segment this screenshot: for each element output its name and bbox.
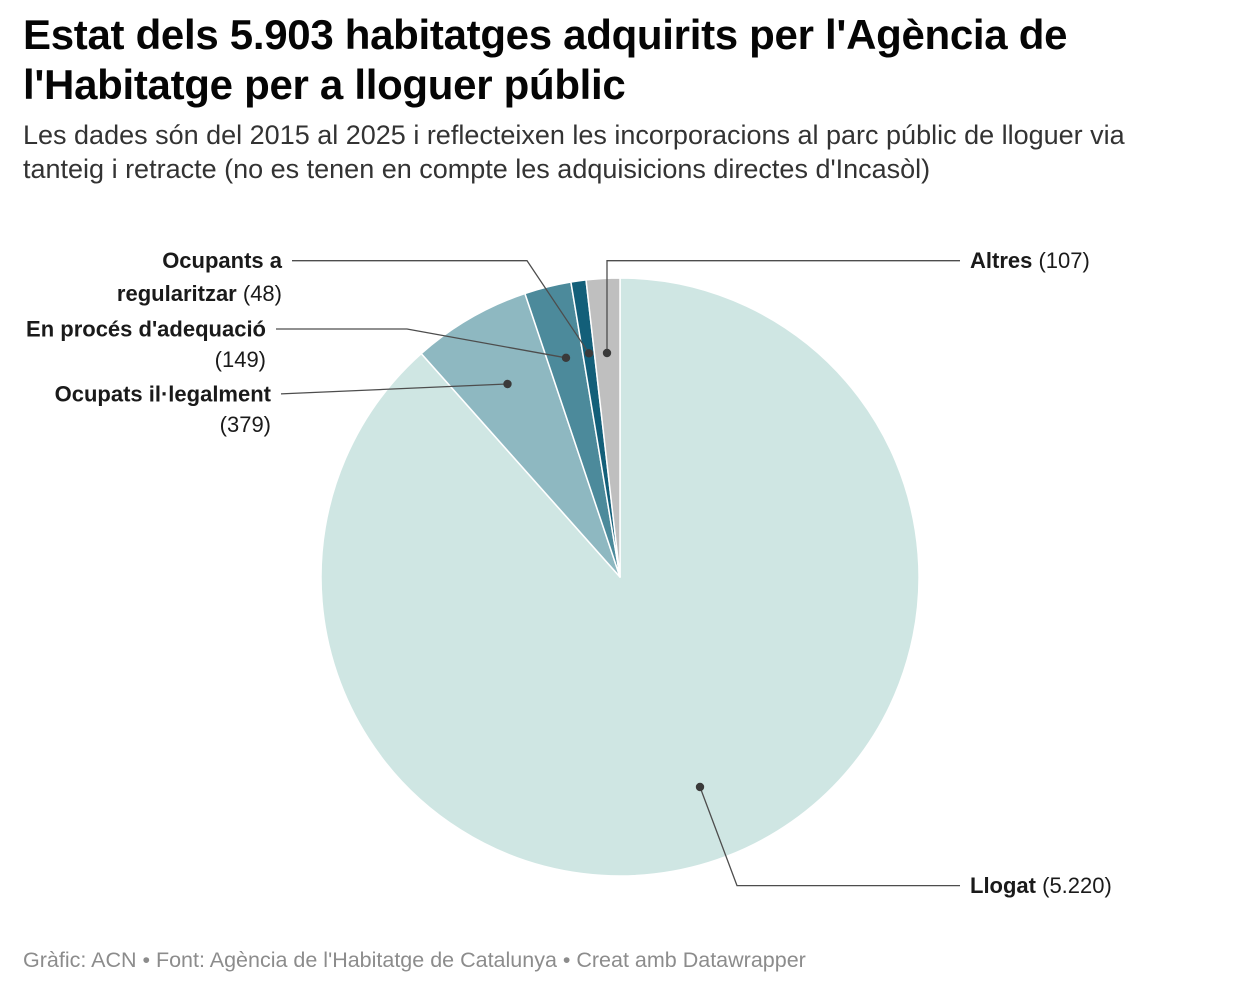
svg-text:En procés d'adequació: En procés d'adequació [26,317,266,342]
svg-text:Altres (107): Altres (107) [970,248,1090,273]
svg-text:regularitzar (48): regularitzar (48) [117,281,282,306]
svg-text:Llogat (5.220): Llogat (5.220) [970,873,1112,898]
svg-text:Ocupants a: Ocupants a [162,248,283,273]
svg-text:(149): (149) [215,347,266,372]
svg-text:Ocupats il·legalment: Ocupats il·legalment [55,382,272,407]
svg-text:(379): (379) [220,412,271,437]
